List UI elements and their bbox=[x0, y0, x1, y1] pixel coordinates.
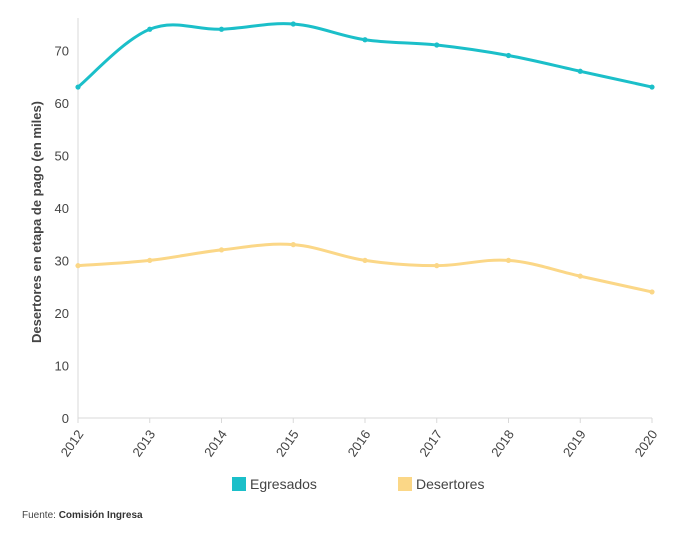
y-axis: 0 10 20 30 40 50 60 70 bbox=[55, 18, 79, 426]
x-tick-label: 2018 bbox=[488, 427, 517, 459]
egresados-line bbox=[76, 22, 654, 89]
desertores-point bbox=[577, 273, 583, 279]
source-name: Comisión Ingresa bbox=[58, 510, 143, 521]
x-tick-label: 2020 bbox=[632, 427, 661, 459]
egresados-point bbox=[147, 26, 153, 32]
desertores-point bbox=[147, 257, 153, 263]
egresados-point bbox=[649, 84, 655, 90]
y-tick-label: 40 bbox=[55, 201, 69, 216]
desertores-legend-label: Desertores bbox=[416, 476, 484, 492]
egresados-point bbox=[75, 84, 81, 90]
x-tick-label: 2019 bbox=[560, 427, 589, 459]
x-tick-label: 2013 bbox=[129, 427, 158, 459]
egresados-legend-label: Egresados bbox=[250, 476, 317, 492]
egresados-point bbox=[290, 21, 296, 27]
x-tick-label: 2017 bbox=[416, 427, 445, 459]
legend: Egresados Desertores bbox=[232, 476, 484, 492]
egresados-legend-swatch bbox=[232, 477, 246, 491]
y-tick-label: 50 bbox=[55, 148, 69, 163]
y-tick-label: 10 bbox=[55, 358, 69, 373]
desertores-point bbox=[290, 242, 296, 248]
desertores-point bbox=[362, 257, 368, 263]
y-tick-label: 20 bbox=[55, 306, 69, 321]
desertores-point bbox=[434, 263, 440, 269]
egresados-point bbox=[577, 68, 583, 74]
source-note: Fuente: Comisión Ingresa bbox=[22, 510, 143, 521]
x-tick-label: 2014 bbox=[201, 427, 230, 459]
x-tick-label: 2015 bbox=[273, 427, 302, 459]
y-tick-label: 0 bbox=[62, 411, 69, 426]
y-axis-label: Desertores en etapa de pago (en miles) bbox=[29, 101, 44, 343]
source-label: Fuente: bbox=[22, 510, 56, 521]
x-tick-label: 2012 bbox=[58, 427, 87, 459]
desertores-legend-swatch bbox=[398, 477, 412, 491]
egresados-point bbox=[218, 26, 225, 32]
egresados-point bbox=[434, 42, 440, 48]
egresados-point bbox=[362, 37, 368, 43]
desertores-point bbox=[218, 247, 225, 253]
y-tick-label: 30 bbox=[55, 253, 69, 268]
desertores-point bbox=[649, 289, 655, 295]
y-tick-label: 70 bbox=[55, 43, 69, 58]
y-tick-label: 60 bbox=[55, 96, 69, 111]
x-tick-label: 2016 bbox=[345, 427, 374, 459]
desertores-point bbox=[75, 263, 81, 269]
x-axis: 2012 2013 2014 2015 2016 2017 2018 2019 2020 bbox=[58, 417, 661, 459]
series-group bbox=[75, 21, 655, 295]
egresados-point bbox=[505, 52, 512, 59]
desertores-line bbox=[76, 242, 654, 294]
desertores-point bbox=[505, 257, 512, 263]
